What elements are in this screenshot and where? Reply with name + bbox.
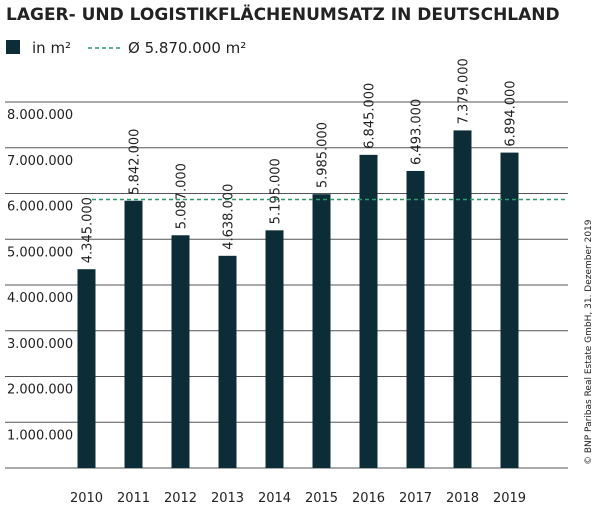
value-label: 6.894.000 (504, 80, 519, 146)
y-tick-label: 6.000.000 (7, 200, 73, 215)
bar (218, 255, 237, 468)
y-tick-label: 1.000.000 (7, 428, 73, 443)
x-tick-label: 2016 (352, 491, 385, 506)
x-tick-label: 2015 (305, 491, 338, 506)
value-label: 4.345.000 (81, 197, 96, 263)
y-tick-label: 4.000.000 (7, 291, 73, 306)
bar (500, 152, 519, 469)
y-tick-label: 5.000.000 (7, 245, 73, 260)
bar (77, 269, 96, 468)
bar (453, 130, 472, 468)
y-tick-label: 3.000.000 (7, 337, 73, 352)
value-label: 6.493.000 (410, 99, 425, 165)
bar (312, 194, 331, 468)
bar (171, 235, 190, 468)
value-label: 6.845.000 (363, 83, 378, 149)
x-tick-label: 2013 (211, 491, 244, 506)
x-tick-label: 2012 (164, 491, 197, 506)
value-label: 4.638.000 (222, 184, 237, 250)
y-tick-label: 2.000.000 (7, 383, 73, 398)
bar (406, 170, 425, 468)
x-tick-label: 2017 (399, 491, 432, 506)
value-label: 7.379.000 (457, 58, 472, 124)
legend-average-label: Ø 5.870.000 m² (128, 39, 246, 57)
value-label: 5.842.000 (128, 129, 143, 195)
value-label: 5.195.000 (269, 158, 284, 224)
chart-title: LAGER- UND LOGISTIKFLÄCHENUMSATZ IN DEUT… (6, 3, 560, 25)
bar (359, 154, 378, 468)
value-label: 5.985.000 (316, 122, 331, 188)
legend-swatch (6, 40, 20, 54)
x-tick-label: 2014 (258, 491, 291, 506)
x-tick-label: 2019 (493, 491, 526, 506)
x-tick-label: 2018 (446, 491, 479, 506)
bar (265, 230, 284, 468)
x-tick-label: 2011 (117, 491, 150, 506)
legend-label: in m² (32, 39, 71, 57)
copyright: © BNP Paribas Real Estate GmbH, 31. Deze… (584, 219, 594, 465)
y-tick-label: 8.000.000 (7, 108, 73, 123)
value-label: 5.087.000 (175, 163, 190, 229)
bar (124, 200, 143, 468)
y-tick-label: 7.000.000 (7, 154, 73, 169)
x-tick-label: 2010 (70, 491, 103, 506)
